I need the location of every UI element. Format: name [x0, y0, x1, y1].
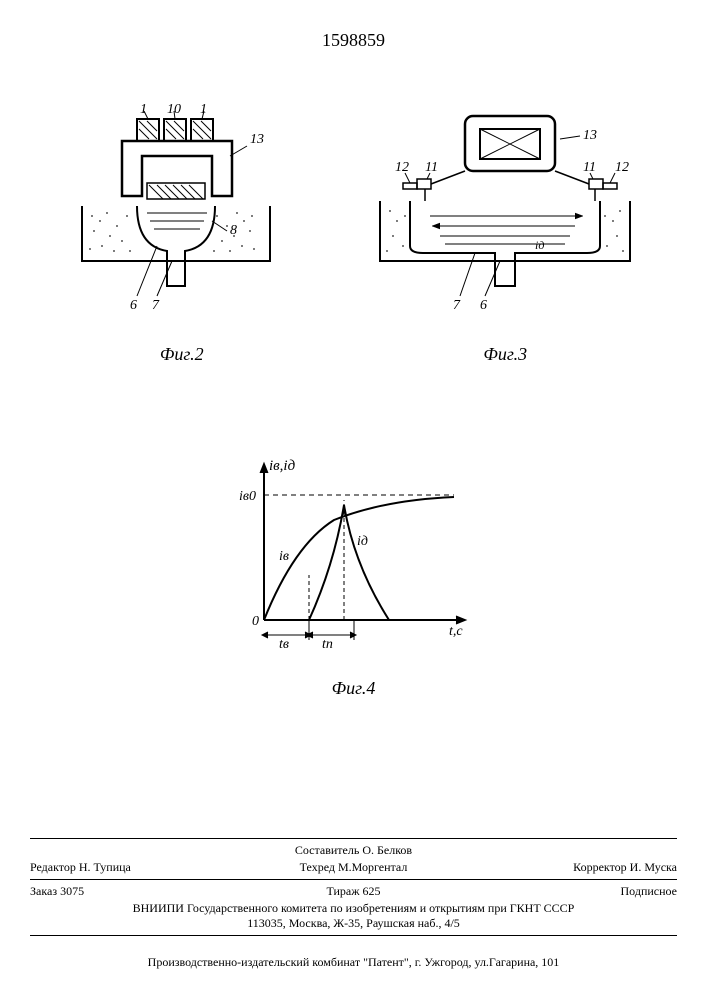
- composer-name: О. Белков: [362, 843, 412, 857]
- composer-label: Составитель: [295, 843, 359, 857]
- fig3-callout-6: 6: [480, 298, 487, 313]
- fig3-label: Фиг.3: [355, 344, 655, 365]
- fig3-callout-13: 13: [583, 128, 597, 143]
- order-label: Заказ: [30, 884, 57, 898]
- fig2-callout-10: 10: [167, 102, 181, 117]
- tirage-label: Тираж: [326, 884, 359, 898]
- org-line2: 113035, Москва, Ж-35, Раушская наб., 4/5: [30, 916, 677, 931]
- fig3-callout-7: 7: [453, 298, 461, 313]
- fig4-iv0: iв0: [239, 489, 256, 504]
- footer-block: Составитель О. Белков Редактор Н. Тупица…: [30, 834, 677, 940]
- top-figures-row: 1 10 1 13 6 7 8 Фиг.2: [0, 101, 707, 365]
- fig2-callout-1b: 1: [200, 102, 207, 117]
- fig4-container: iв,iд iв0 iв iд 0 t,с tв tп Фиг.4: [0, 445, 707, 699]
- fig3-callout-id: iд: [535, 238, 544, 252]
- fig4-y-axis: iв,iд: [269, 458, 296, 474]
- fig2-callout-7: 7: [152, 298, 160, 313]
- fig4-id-label: iд: [357, 534, 368, 549]
- fig3-callout-11a: 11: [425, 160, 438, 175]
- fig3-diagram: 13 11 12 11 12 7 6 iд: [355, 101, 655, 331]
- techred-label: Техред: [300, 860, 335, 874]
- fig3-callout-12b: 12: [615, 160, 629, 175]
- fig2-label: Фиг.2: [52, 344, 312, 365]
- org-line1: ВНИИПИ Государственного комитета по изоб…: [30, 901, 677, 916]
- tirage-num: 625: [363, 884, 381, 898]
- fig4-chart: iв,iд iв0 iв iд 0 t,с tв tп: [214, 445, 494, 665]
- page-number: 1598859: [0, 0, 707, 51]
- editor-label: Редактор: [30, 860, 76, 874]
- fig2-container: 1 10 1 13 6 7 8 Фиг.2: [52, 101, 312, 365]
- subscription: Подписное: [621, 884, 678, 898]
- corrector-label: Корректор: [573, 860, 627, 874]
- fig2-diagram: 1 10 1 13 6 7 8: [52, 101, 312, 331]
- fig4-label: Фиг.4: [214, 678, 494, 699]
- fig3-callout-11b: 11: [583, 160, 596, 175]
- order-num: 3075: [60, 884, 84, 898]
- corrector-name: И. Муска: [630, 860, 677, 874]
- fig2-callout-1a: 1: [140, 102, 147, 117]
- editor-name: Н. Тупица: [79, 860, 131, 874]
- fig4-tv: tв: [279, 637, 289, 652]
- fig2-callout-13: 13: [250, 132, 264, 147]
- fig4-x-axis: t,с: [449, 624, 463, 639]
- fig3-container: 13 11 12 11 12 7 6 iд Фиг.3: [355, 101, 655, 365]
- techred-name: М.Моргентал: [338, 860, 407, 874]
- fig4-origin: 0: [252, 614, 259, 629]
- fig4-tn: tп: [322, 637, 333, 652]
- fig2-callout-8: 8: [230, 223, 237, 238]
- fig3-callout-12a: 12: [395, 160, 409, 175]
- publisher: Производственно-издательский комбинат "П…: [30, 955, 677, 970]
- fig4-iv-label: iв: [279, 549, 289, 564]
- fig2-callout-6: 6: [130, 298, 137, 313]
